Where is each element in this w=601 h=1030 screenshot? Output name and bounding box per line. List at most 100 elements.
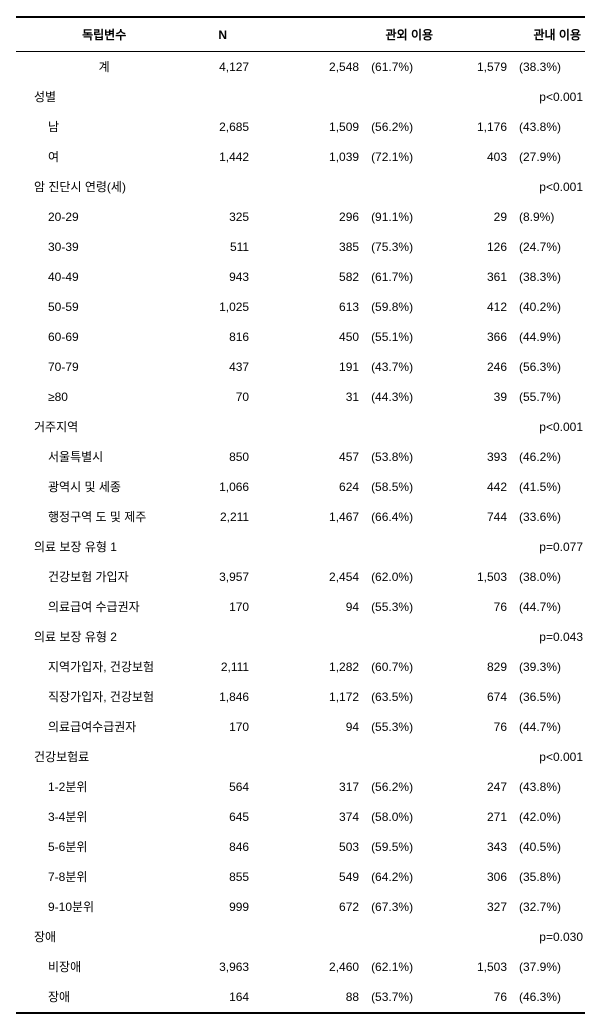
row-in-p: (39.3%) (511, 652, 585, 682)
group-pvalue: p<0.001 (511, 172, 585, 202)
row-out-p: (62.0%) (363, 562, 437, 592)
row-label: 7-8분위 (16, 862, 192, 892)
row-out-n: 503 (289, 832, 363, 862)
empty-cell (363, 622, 437, 652)
empty-cell (289, 742, 363, 772)
row-out-n: 94 (289, 712, 363, 742)
data-row: 의료급여 수급권자17094(55.3%)76(44.7%) (16, 592, 585, 622)
row-label: 5-6분위 (16, 832, 192, 862)
row-in-n: 412 (437, 292, 511, 322)
row-out-p: (63.5%) (363, 682, 437, 712)
row-label: 60-69 (16, 322, 192, 352)
empty-cell (363, 922, 437, 952)
row-in-n: 1,503 (437, 562, 511, 592)
row-out-n: 457 (289, 442, 363, 472)
row-label: 장애 (16, 982, 192, 1013)
row-out-n: 94 (289, 592, 363, 622)
row-n: 2,685 (192, 112, 289, 142)
row-in-n: 271 (437, 802, 511, 832)
empty-cell (192, 532, 289, 562)
empty-cell (289, 172, 363, 202)
row-label: 1-2분위 (16, 772, 192, 802)
row-label: 3-4분위 (16, 802, 192, 832)
total-n: 4,127 (192, 52, 289, 83)
row-n: 170 (192, 712, 289, 742)
empty-cell (363, 412, 437, 442)
row-out-p: (62.1%) (363, 952, 437, 982)
empty-cell (192, 622, 289, 652)
row-out-p: (53.7%) (363, 982, 437, 1013)
empty-cell (437, 412, 511, 442)
row-out-p: (43.7%) (363, 352, 437, 382)
total-in-n: 1,579 (437, 52, 511, 83)
row-n: 645 (192, 802, 289, 832)
row-in-n: 126 (437, 232, 511, 262)
data-row: 40-49943582(61.7%)361(38.3%) (16, 262, 585, 292)
row-n: 2,111 (192, 652, 289, 682)
total-label: 계 (16, 52, 192, 83)
row-in-p: (56.3%) (511, 352, 585, 382)
row-out-n: 624 (289, 472, 363, 502)
row-out-n: 1,039 (289, 142, 363, 172)
row-label: 40-49 (16, 262, 192, 292)
empty-cell (437, 742, 511, 772)
row-in-n: 246 (437, 352, 511, 382)
row-label: 30-39 (16, 232, 192, 262)
row-out-n: 385 (289, 232, 363, 262)
row-n: 943 (192, 262, 289, 292)
data-row: 서울특별시850457(53.8%)393(46.2%) (16, 442, 585, 472)
row-n: 511 (192, 232, 289, 262)
empty-cell (437, 622, 511, 652)
row-in-p: (37.9%) (511, 952, 585, 982)
row-in-n: 744 (437, 502, 511, 532)
row-in-n: 1,503 (437, 952, 511, 982)
data-row: 의료급여수급권자17094(55.3%)76(44.7%) (16, 712, 585, 742)
empty-cell (289, 622, 363, 652)
row-n: 1,846 (192, 682, 289, 712)
row-n: 816 (192, 322, 289, 352)
row-label: 서울특별시 (16, 442, 192, 472)
row-in-n: 76 (437, 712, 511, 742)
group-header-row: 성별p<0.001 (16, 82, 585, 112)
row-in-n: 343 (437, 832, 511, 862)
row-in-n: 39 (437, 382, 511, 412)
row-out-n: 296 (289, 202, 363, 232)
group-title: 의료 보장 유형 2 (16, 622, 192, 652)
empty-cell (437, 922, 511, 952)
row-out-p: (91.1%) (363, 202, 437, 232)
row-in-n: 76 (437, 982, 511, 1013)
row-label: ≥80 (16, 382, 192, 412)
group-header-row: 거주지역p<0.001 (16, 412, 585, 442)
row-out-n: 1,282 (289, 652, 363, 682)
row-out-p: (72.1%) (363, 142, 437, 172)
data-row: 지역가입자, 건강보험2,1111,282(60.7%)829(39.3%) (16, 652, 585, 682)
row-in-n: 306 (437, 862, 511, 892)
row-label: 의료급여수급권자 (16, 712, 192, 742)
row-out-p: (59.5%) (363, 832, 437, 862)
row-in-n: 247 (437, 772, 511, 802)
group-pvalue: p<0.001 (511, 412, 585, 442)
data-row: 20-29325296(91.1%)29(8.9%) (16, 202, 585, 232)
group-header-row: 장애p=0.030 (16, 922, 585, 952)
row-in-p: (46.2%) (511, 442, 585, 472)
group-title: 건강보험료 (16, 742, 192, 772)
row-in-n: 327 (437, 892, 511, 922)
row-in-n: 393 (437, 442, 511, 472)
row-label: 9-10분위 (16, 892, 192, 922)
row-n: 1,442 (192, 142, 289, 172)
data-row: 50-591,025613(59.8%)412(40.2%) (16, 292, 585, 322)
group-title: 성별 (16, 82, 192, 112)
row-out-p: (55.3%) (363, 712, 437, 742)
row-in-p: (46.3%) (511, 982, 585, 1013)
empty-cell (192, 82, 289, 112)
data-row: 비장애3,9632,460(62.1%)1,503(37.9%) (16, 952, 585, 982)
row-out-n: 31 (289, 382, 363, 412)
row-out-n: 1,467 (289, 502, 363, 532)
row-in-n: 403 (437, 142, 511, 172)
row-in-p: (44.9%) (511, 322, 585, 352)
group-pvalue: p=0.077 (511, 532, 585, 562)
empty-cell (437, 172, 511, 202)
data-row: 행정구역 도 및 제주2,2111,467(66.4%)744(33.6%) (16, 502, 585, 532)
total-in-p: (38.3%) (511, 52, 585, 83)
group-header-row: 의료 보장 유형 1p=0.077 (16, 532, 585, 562)
